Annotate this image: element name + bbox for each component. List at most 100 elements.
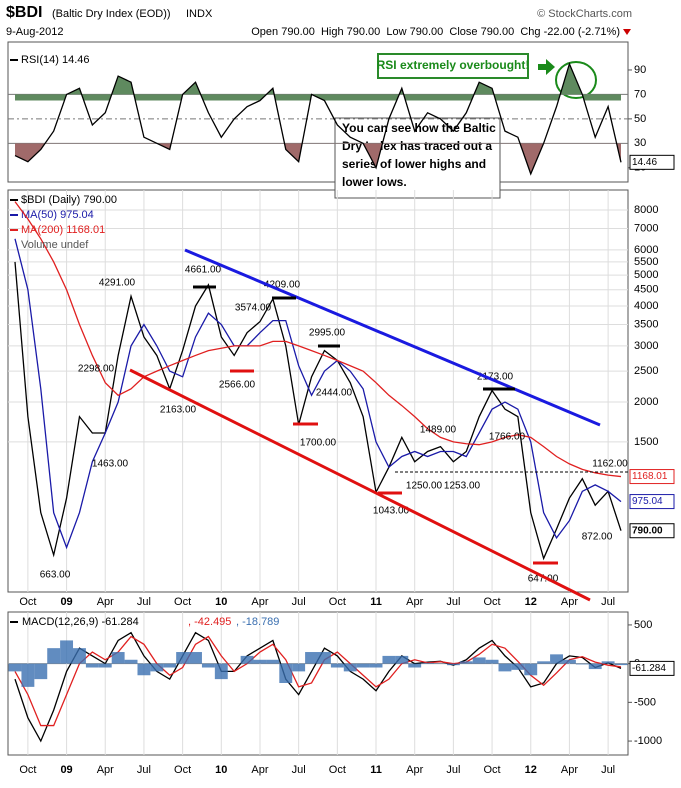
- last-value: 1168.01: [632, 471, 668, 482]
- y-tick-label: 70: [634, 88, 646, 100]
- last-value: 14.46: [632, 157, 657, 168]
- legend-entry: MA(200) 1168.01: [21, 224, 105, 236]
- annotation: 663.00: [40, 570, 71, 581]
- y-tick-label: 2000: [634, 396, 658, 408]
- date: 9-Aug-2012: [6, 26, 64, 38]
- histogram-bar: [537, 661, 550, 663]
- histogram-bar: [499, 664, 512, 672]
- annotation: 872.00: [582, 532, 613, 543]
- annotation: 1700.00: [300, 438, 337, 449]
- x-tick-label: 11: [370, 596, 382, 608]
- x-tick-label: 10: [215, 596, 227, 608]
- note-line: You can see how the Baltic: [342, 121, 496, 135]
- annotation: 1766.00: [489, 432, 526, 443]
- legend-entry: , -42.495: [188, 616, 231, 628]
- histogram-bar: [305, 652, 318, 664]
- histogram-bar: [266, 660, 279, 664]
- source: © StockCharts.com: [537, 8, 632, 20]
- histogram-bar: [34, 664, 47, 679]
- y-tick-label: 500: [634, 619, 652, 631]
- x-tick-label: 12: [525, 596, 537, 608]
- x-tick-label: Oct: [329, 764, 346, 776]
- histogram-bar: [486, 660, 499, 664]
- x-tick-label: Jul: [292, 596, 306, 608]
- y-tick-label: 3500: [634, 318, 658, 330]
- histogram-bar: [241, 656, 254, 664]
- symbol: $BDI: [6, 4, 42, 21]
- histogram-bar: [73, 648, 86, 663]
- annotation: 1253.00: [444, 481, 481, 492]
- annotation: 1162.00: [592, 459, 628, 470]
- x-tick-label: Oct: [19, 596, 36, 608]
- annotation: 2163.00: [160, 405, 197, 416]
- x-tick-label: Jul: [446, 764, 460, 776]
- histogram-bar: [215, 664, 228, 679]
- histogram-bar: [473, 657, 486, 663]
- y-tick-label: 4500: [634, 284, 658, 296]
- y-tick-label: -1000: [634, 735, 662, 747]
- x-tick-label: Apr: [406, 596, 423, 608]
- histogram-bar: [112, 652, 125, 664]
- y-tick-label: 1500: [634, 436, 658, 448]
- histogram-bar: [254, 660, 267, 664]
- histogram-bar: [137, 664, 150, 676]
- x-tick-label: 10: [215, 764, 227, 776]
- y-tick-label: 30: [634, 137, 646, 149]
- histogram-bar: [615, 664, 628, 665]
- legend-entry: $BDI (Daily) 790.00: [21, 194, 117, 206]
- histogram-bar: [524, 664, 537, 676]
- histogram-bar: [163, 664, 176, 668]
- histogram-bar: [318, 652, 331, 664]
- callout-arrow: [538, 59, 555, 75]
- histogram-bar: [370, 664, 383, 668]
- x-tick-label: Apr: [561, 764, 578, 776]
- histogram-bar: [86, 664, 99, 668]
- x-tick-label: Jul: [137, 764, 151, 776]
- histogram-bar: [21, 664, 34, 687]
- x-tick-label: 12: [525, 764, 537, 776]
- y-tick-label: 5000: [634, 269, 658, 281]
- histogram-bar: [202, 664, 215, 668]
- legend-entry: RSI(14) 14.46: [21, 54, 89, 66]
- exchange: INDX: [186, 8, 213, 20]
- histogram-bar: [357, 664, 370, 668]
- x-tick-label: Oct: [484, 764, 501, 776]
- y-tick-label: 6000: [634, 244, 658, 256]
- histogram-bar: [460, 661, 473, 663]
- histogram-bar: [511, 664, 524, 670]
- histogram-bar: [331, 664, 344, 668]
- annotation: 3574.00: [235, 303, 272, 314]
- histogram-bar: [589, 664, 602, 669]
- legend-entry: MA(50) 975.04: [21, 209, 94, 221]
- index-name: (Baltic Dry Index (EOD)): [52, 8, 171, 20]
- x-tick-label: Apr: [561, 596, 578, 608]
- histogram-bar: [344, 664, 357, 672]
- callout-text: RSI extremely overbought!: [377, 58, 530, 72]
- histogram-bar: [47, 648, 60, 663]
- legend-entry: Volume undef: [21, 239, 89, 251]
- annotation: 4661.00: [185, 265, 222, 276]
- annotation: 4291.00: [99, 278, 136, 289]
- note-line: series of lower highs and: [342, 157, 486, 171]
- lower-trendline: [130, 370, 590, 600]
- histogram-bar: [99, 664, 112, 668]
- y-tick-label: 5500: [634, 256, 658, 268]
- histogram-bar: [176, 652, 189, 664]
- x-tick-label: 11: [370, 764, 382, 776]
- histogram-bar: [408, 664, 421, 668]
- x-tick-label: Jul: [137, 596, 151, 608]
- x-tick-label: Jul: [446, 596, 460, 608]
- y-tick-label: 90: [634, 64, 646, 76]
- note-line: lower lows.: [342, 175, 407, 189]
- down-arrow: [623, 29, 631, 35]
- legend-entry: MACD(12,26,9) -61.284: [22, 616, 139, 628]
- x-tick-label: Oct: [174, 764, 191, 776]
- y-tick-label: -500: [634, 696, 656, 708]
- histogram-bar: [602, 661, 615, 663]
- histogram-bar: [447, 664, 460, 666]
- x-tick-label: Apr: [251, 596, 268, 608]
- histogram-bar: [292, 664, 305, 672]
- x-tick-label: Apr: [97, 596, 114, 608]
- y-tick-label: 4000: [634, 300, 658, 312]
